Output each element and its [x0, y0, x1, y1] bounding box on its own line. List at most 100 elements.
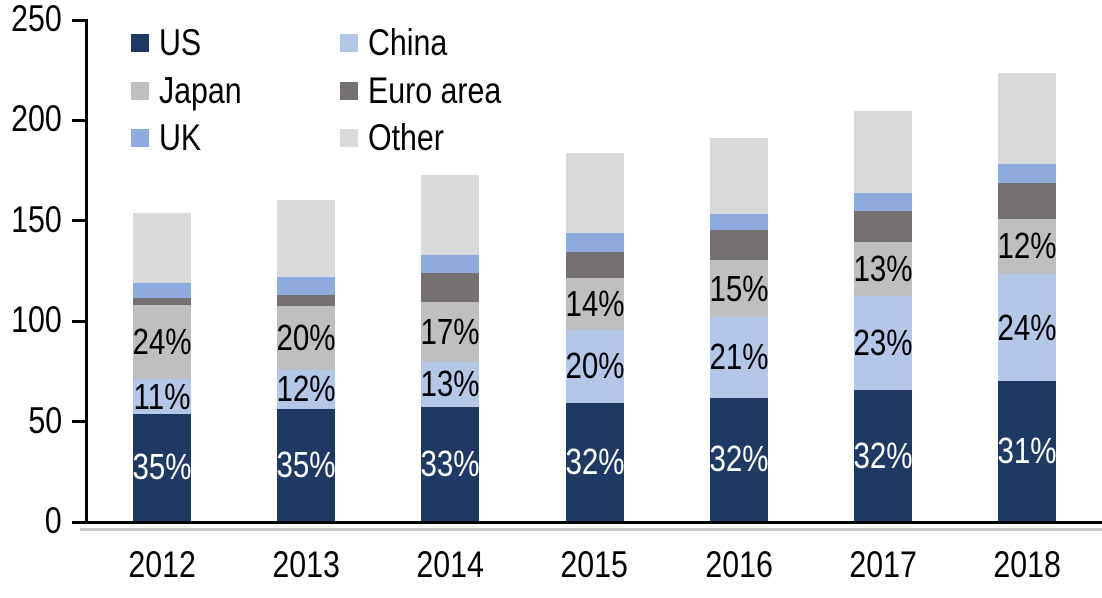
y-tick-label-200: 200: [0, 100, 62, 138]
legend-item-other: Other: [340, 117, 461, 158]
legend-label-us: US: [159, 22, 202, 63]
bar-segment-other-2018: [998, 73, 1057, 164]
legend-label-uk: UK: [159, 117, 202, 158]
x-tick-label-2015: 2015: [525, 546, 665, 584]
segment-label-us-2017: 32%: [853, 434, 913, 476]
y-tick-label-50: 50: [0, 399, 62, 441]
bar-segment-other-2014: [421, 174, 480, 255]
bar-segment-uk-2012: [133, 283, 191, 299]
y-tick-label-text: 50: [28, 399, 62, 441]
segment-label-china-2017: 23%: [853, 322, 913, 364]
segment-label-china-2016: 21%: [709, 336, 769, 378]
y-tick-0: [72, 520, 85, 524]
y-tick-50: [72, 420, 85, 424]
bar-segment-us-2018: 31%: [997, 381, 1057, 521]
segment-label-japan-2016: 15%: [709, 267, 769, 309]
y-tick-250: [72, 18, 85, 22]
segment-label-china-2012: 11%: [133, 375, 191, 417]
bar-segment-euro-area-2013: [277, 295, 336, 307]
legend-label-euro-area: Euro area: [368, 70, 502, 111]
legend-swatch-euro-area: [340, 82, 358, 100]
segment-label-japan-2017: 13%: [853, 248, 913, 289]
y-tick-150: [72, 219, 85, 223]
segment-label-us-2018: 31%: [997, 430, 1057, 472]
segment-label-china-2013: 12%: [276, 368, 336, 410]
legend-swatch-us: [131, 34, 149, 52]
legend-item-japan: Japan: [131, 72, 260, 109]
y-tick-label-text: 150: [11, 198, 62, 240]
legend-item-us: US: [131, 22, 210, 63]
y-tick-200: [72, 118, 85, 122]
x-tick-label-text: 2014: [416, 544, 485, 585]
bar-segment-china-2015: 20%: [565, 330, 625, 403]
bar-segment-uk-2016: [709, 213, 768, 230]
bar-segment-japan-2017: 13%: [853, 241, 913, 297]
bar-segment-us-2017: 32%: [853, 390, 913, 521]
bar-2018: 31% 24% 12%: [997, 73, 1057, 521]
segment-label-us-2014: 33%: [420, 442, 480, 484]
y-tick-label-100: 100: [0, 301, 62, 339]
x-tick-label-2014: 2014: [380, 546, 520, 584]
legend-swatch-japan: [131, 82, 149, 100]
bar-segment-other-2016: [709, 137, 768, 214]
bar-2013: 35% 12% 20%: [276, 199, 336, 521]
segment-label-japan-2018: 12%: [997, 225, 1057, 267]
legend-swatch-uk: [131, 129, 149, 147]
legend-swatch-china: [340, 34, 358, 52]
bar-segment-uk-2018: [998, 163, 1057, 183]
bar-2014: 33% 13% 17%: [420, 174, 480, 521]
bar-segment-other-2013: [277, 199, 336, 278]
bar-segment-euro-area-2016: [709, 229, 768, 260]
x-tick-label-2012: 2012: [92, 546, 232, 584]
bar-segment-euro-area-2017: [854, 210, 912, 242]
bar-segment-china-2018: 24%: [997, 274, 1057, 382]
bar-segment-euro-area-2018: [998, 182, 1057, 219]
bar-segment-other-2012: [133, 212, 191, 284]
bar-segment-japan-2013: 20%: [277, 306, 336, 371]
bar-segment-uk-2013: [277, 277, 336, 296]
segment-label-us-2012: 35%: [132, 446, 192, 488]
y-tick-label-250: 250: [0, 0, 62, 38]
bar-segment-china-2012: 11%: [133, 375, 191, 417]
y-tick-100: [72, 319, 85, 323]
segment-label-china-2014: 13%: [420, 363, 480, 405]
legend-label-other: Other: [368, 117, 444, 158]
y-tick-label-text: 200: [11, 98, 62, 140]
legend-swatch-other: [340, 129, 358, 147]
segment-label-us-2016: 32%: [709, 438, 769, 480]
bar-segment-euro-area-2014: [421, 273, 480, 303]
x-tick-label-text: 2017: [849, 544, 917, 585]
segment-label-japan-2015: 14%: [565, 283, 625, 325]
bar-segment-us-2013: 35%: [276, 408, 336, 521]
bar-segment-uk-2014: [421, 254, 480, 274]
bar-2015: 32% 20% 14%: [565, 152, 625, 521]
y-tick-label-150: 150: [0, 198, 62, 240]
bar-segment-japan-2015: 14%: [565, 278, 625, 331]
y-tick-label-text: 0: [45, 500, 62, 541]
segment-label-us-2013: 35%: [276, 443, 336, 485]
bar-segment-china-2013: 12%: [276, 368, 336, 410]
bar-segment-euro-area-2015: [565, 251, 624, 279]
bar-segment-china-2017: 23%: [853, 296, 913, 391]
bar-segment-us-2016: 32%: [709, 397, 769, 521]
segment-label-china-2018: 24%: [997, 306, 1057, 348]
y-tick-label-text: 250: [11, 0, 62, 39]
bar-segment-japan-2016: 15%: [709, 259, 769, 318]
bar-2016: 32% 21% 15%: [709, 137, 769, 521]
legend-item-euro-area: Euro area: [340, 70, 531, 111]
segment-label-china-2015: 20%: [565, 345, 625, 387]
segment-label-japan-2012: 24%: [132, 321, 192, 363]
x-tick-label-text: 2012: [128, 544, 196, 585]
bar-segment-euro-area-2012: [133, 298, 191, 306]
x-tick-label-2016: 2016: [669, 546, 809, 584]
bar-segment-us-2012: 35%: [132, 413, 192, 521]
bar-segment-other-2015: [565, 152, 624, 233]
legend-item-china: China: [340, 22, 465, 63]
bar-segment-other-2017: [854, 111, 912, 193]
bar-2017: 32% 23% 13%: [853, 111, 913, 521]
y-tick-label-0: 0: [0, 502, 62, 540]
legend-label-china: China: [368, 22, 448, 63]
bar-segment-us-2015: 32%: [565, 402, 624, 521]
legend-item-uk: UK: [131, 117, 210, 158]
